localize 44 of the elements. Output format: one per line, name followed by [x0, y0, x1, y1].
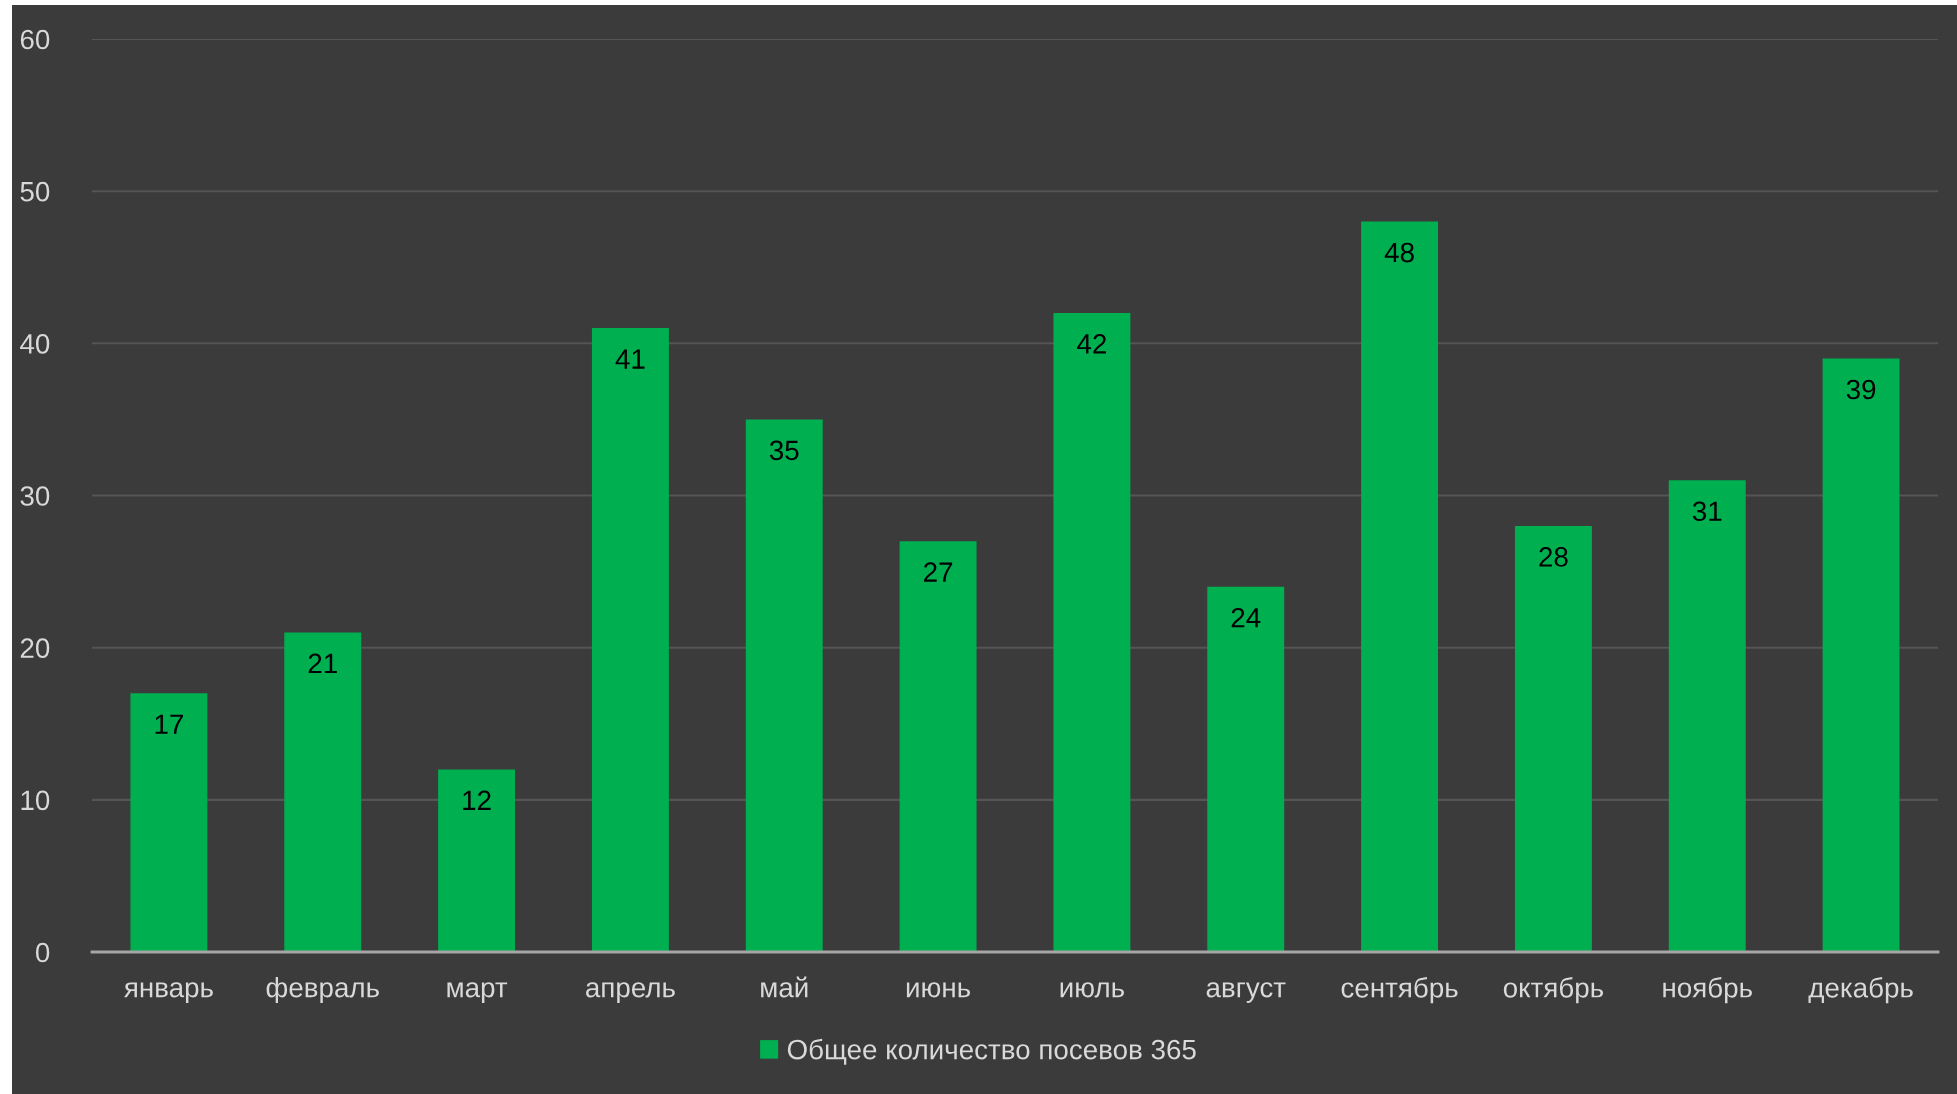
- bar: [1668, 480, 1746, 952]
- bar: [1361, 221, 1439, 952]
- bar: [284, 632, 362, 952]
- data-label: 42: [1077, 334, 1106, 354]
- bar: [1207, 586, 1285, 952]
- x-tick-label: март: [447, 982, 508, 1003]
- data-label: 17: [155, 714, 183, 734]
- x-tick-label: июнь: [906, 982, 971, 998]
- bar: [1053, 312, 1131, 952]
- x-tick-label: январь: [124, 982, 213, 1003]
- data-label: 27: [924, 562, 953, 582]
- y-tick-label: 20: [20, 638, 50, 659]
- bar: [899, 541, 977, 952]
- bar: [1514, 525, 1592, 952]
- x-tick-label: июль: [1060, 982, 1124, 998]
- y-tick-label: 50: [20, 181, 50, 202]
- x-tick-label: февраль: [266, 977, 379, 1003]
- y-tick-label: 40: [20, 334, 50, 354]
- data-label: 12: [463, 790, 491, 810]
- x-tick-label: сентябрь: [1341, 977, 1458, 1004]
- data-label: 48: [1384, 242, 1414, 263]
- x-tick-label: октябрь: [1503, 977, 1604, 1004]
- x-tick-label: август: [1206, 982, 1286, 1003]
- data-label: 41: [615, 349, 645, 369]
- bar: [438, 769, 516, 952]
- bar: [130, 693, 208, 952]
- x-tick-label: май: [761, 976, 808, 998]
- y-tick-label: 30: [20, 486, 50, 506]
- x-tick-label: ноябрь: [1663, 977, 1752, 1004]
- legend-label: Общее количество посевов 365: [787, 1038, 1196, 1065]
- data-label: 31: [1692, 501, 1722, 522]
- x-tick-label: апрель: [586, 982, 675, 1003]
- bar: [1822, 358, 1900, 952]
- y-tick-label: 60: [20, 29, 50, 50]
- data-label: 24: [1231, 607, 1261, 628]
- data-label: 35: [769, 440, 799, 461]
- data-label: 39: [1846, 379, 1876, 400]
- y-tick-label: 0: [35, 942, 50, 963]
- data-label: 28: [1539, 547, 1568, 567]
- y-tick-label: 10: [21, 790, 50, 811]
- x-tick-label: декабрь: [1808, 977, 1913, 1004]
- data-label: 21: [308, 653, 337, 673]
- bar: [591, 328, 669, 952]
- bar: [745, 419, 823, 952]
